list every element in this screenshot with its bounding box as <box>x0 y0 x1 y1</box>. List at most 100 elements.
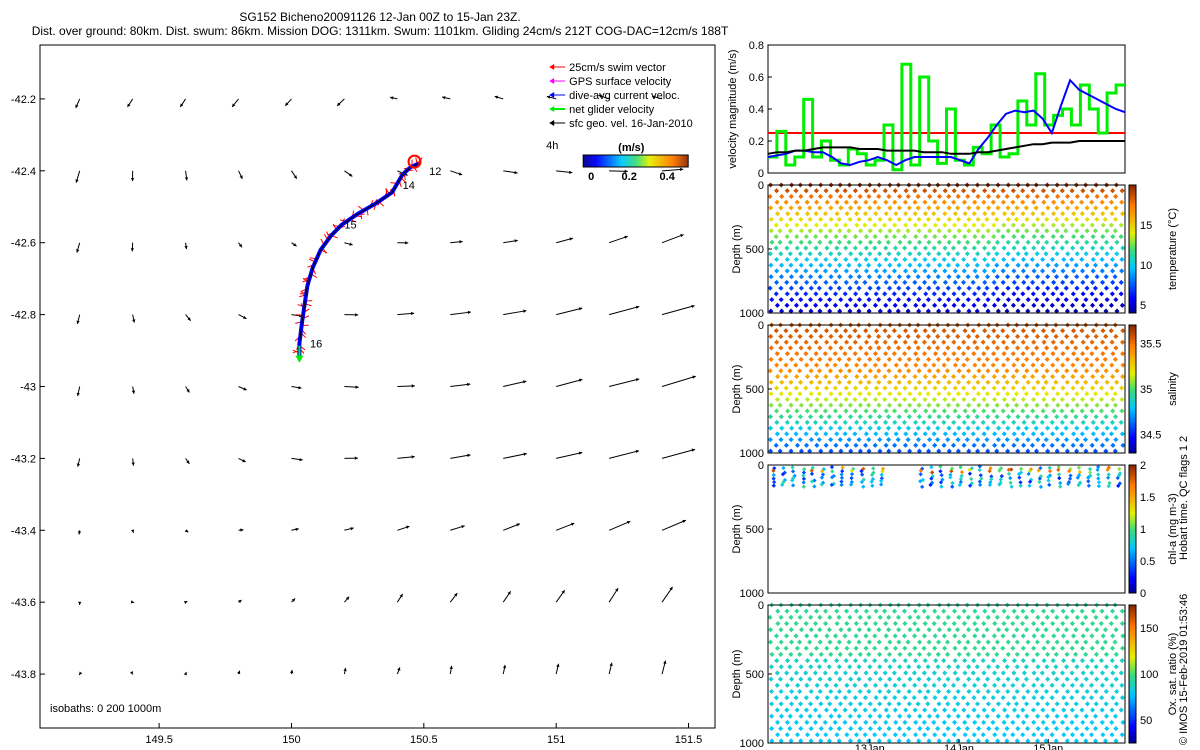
oxy-data-point <box>883 707 889 713</box>
sal-data-point <box>767 437 773 443</box>
sal-data-point <box>1094 425 1100 431</box>
sal-data-point <box>1110 374 1116 380</box>
sal-data-point <box>777 356 784 362</box>
chl-data-point <box>939 484 944 489</box>
oxy-data-point <box>1050 670 1057 676</box>
sal-data-point <box>1030 408 1036 414</box>
colorbar-cell <box>645 155 647 167</box>
sal-data-point <box>813 431 819 437</box>
sal-data-point <box>856 356 862 362</box>
sal-colorbar-tick-label: 35.5 <box>1140 338 1161 350</box>
oxy-colorbar-cell <box>1129 621 1136 624</box>
oxy-data-point <box>778 726 784 732</box>
oxy-data-point <box>971 658 977 664</box>
sal-data-point <box>857 368 863 374</box>
sal-data-point <box>1090 431 1096 437</box>
oxy-data-point <box>877 676 883 682</box>
oxy-data-point <box>1118 707 1124 713</box>
temp-data-point <box>769 239 775 245</box>
temp-data-point <box>813 291 819 297</box>
oxy-data-point <box>962 719 968 725</box>
temp-data-point <box>773 222 779 228</box>
oxy-data-point <box>832 719 838 725</box>
oxy-colorbar-cell <box>1129 637 1136 640</box>
temp-data-point <box>1020 302 1026 308</box>
sal-data-point <box>1001 419 1007 425</box>
oxy-data-point <box>962 658 968 664</box>
sal-data-point <box>995 391 1001 397</box>
oxy-data-point <box>1033 688 1040 695</box>
sal-data-point <box>1074 379 1080 385</box>
sal-data-point <box>838 345 844 351</box>
geo-velocity-arrowhead <box>467 382 471 387</box>
sal-data-point <box>970 419 977 425</box>
sal-data-point <box>857 402 863 408</box>
colorbar-cell <box>648 155 650 167</box>
sal-data-point <box>822 408 828 414</box>
sal-colorbar-cell <box>1129 414 1136 418</box>
sal-data-point <box>1093 414 1099 420</box>
oxy-colorbar-cell <box>1129 708 1136 712</box>
sal-data-point <box>778 437 784 443</box>
temp-data-point <box>817 308 823 314</box>
colorbar-cell <box>592 155 594 167</box>
oxy-data-point <box>863 645 869 651</box>
temp-data-point <box>816 285 822 291</box>
sal-data-point <box>883 442 889 448</box>
colorbar-cell <box>660 155 662 167</box>
temp-data-point <box>1055 297 1061 303</box>
oxy-data-point <box>1059 645 1065 651</box>
oxy-data-point <box>982 682 988 688</box>
sal-data-point <box>1094 379 1100 385</box>
oxy-data-point <box>1010 719 1016 725</box>
oxy-data-point <box>775 732 781 738</box>
sal-colorbar-cell <box>1129 406 1136 409</box>
temp-data-point <box>896 274 902 280</box>
oxy-data-point <box>882 670 888 676</box>
chl-data-point <box>1117 466 1122 472</box>
temp-colorbar-cell <box>1129 210 1136 214</box>
oxy-data-point <box>1074 614 1080 620</box>
sal-data-point <box>784 419 790 425</box>
oxy-data-point <box>986 726 992 732</box>
sal-data-point <box>972 362 978 368</box>
sal-data-point <box>793 385 799 391</box>
temp-colorbar-cell <box>1129 225 1136 229</box>
chl-data-point <box>801 476 807 482</box>
chl-data-point <box>959 473 964 478</box>
oxy-data-point <box>818 651 824 657</box>
oxy-data-point <box>798 713 804 719</box>
temp-data-point <box>1104 297 1110 303</box>
temp-data-point <box>843 245 849 251</box>
temp-data-point <box>1060 211 1066 217</box>
oxy-data-point <box>965 614 971 620</box>
sal-data-point <box>915 437 922 443</box>
temp-data-point <box>1094 274 1100 280</box>
temp-colorbar-cell <box>1129 221 1136 224</box>
geo-velocity-arrowhead <box>290 669 294 674</box>
oxy-data-point <box>1014 614 1020 620</box>
temp-data-point <box>925 216 931 222</box>
sal-data-point <box>814 442 820 448</box>
temp-data-point <box>793 279 799 285</box>
sal-data-point <box>976 402 982 408</box>
oxy-data-point <box>814 608 820 614</box>
sal-data-point <box>804 374 810 380</box>
temp-data-point <box>1050 245 1056 251</box>
sal-data-point <box>1074 402 1080 408</box>
colorbar-cell <box>619 155 621 167</box>
oxy-data-point <box>1103 664 1109 670</box>
sal-data-point <box>971 385 977 391</box>
oxy-data-point <box>932 695 938 701</box>
sal-data-point <box>1020 328 1026 334</box>
oxy-data-point <box>1113 726 1119 732</box>
sal-data-point <box>807 425 813 431</box>
chl-data-point <box>1077 469 1082 475</box>
sal-data-point <box>844 362 850 368</box>
oxy-data-point <box>1093 651 1100 657</box>
oxy-data-point <box>1100 633 1106 639</box>
colorbar-cell <box>675 155 677 167</box>
oxy-data-point <box>1112 639 1118 645</box>
sal-data-point <box>824 362 830 368</box>
oxy-data-point <box>994 639 1000 645</box>
